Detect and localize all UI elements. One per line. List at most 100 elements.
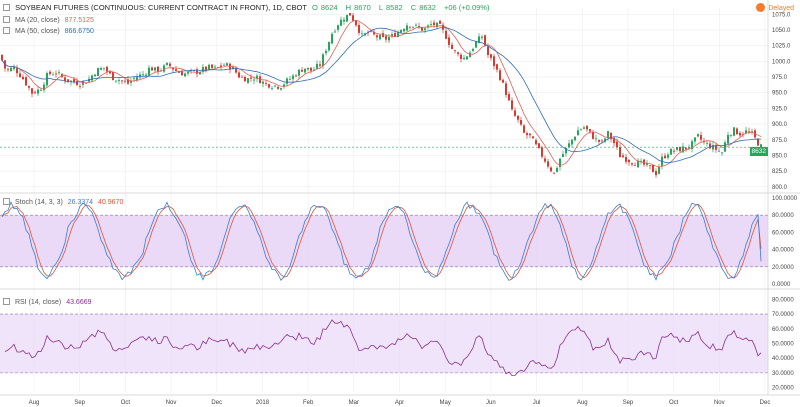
candle-body bbox=[124, 80, 126, 82]
candle-body bbox=[298, 69, 300, 76]
candle-body bbox=[295, 75, 297, 77]
rsi-legend[interactable]: RSI (14, close) 43.6669 bbox=[3, 298, 95, 307]
candle-body bbox=[310, 67, 312, 71]
price-tick-label: 800.0 bbox=[772, 185, 788, 191]
candle-body bbox=[370, 31, 372, 33]
candle-body bbox=[616, 141, 618, 148]
rsi-value: 43.6669 bbox=[66, 299, 92, 306]
candle-body bbox=[451, 44, 453, 49]
candle-body bbox=[271, 87, 273, 89]
candle-body bbox=[358, 24, 360, 33]
ma50-value: 866.6750 bbox=[64, 28, 94, 35]
ohlc-close: C 8632 bbox=[410, 3, 436, 12]
candle-body bbox=[76, 81, 78, 85]
candle-body bbox=[79, 86, 81, 88]
candle-body bbox=[664, 155, 666, 159]
candle-body bbox=[70, 80, 72, 82]
candle-body bbox=[268, 84, 270, 88]
x-tick-label: Apr bbox=[395, 400, 404, 406]
candle-body bbox=[688, 147, 690, 149]
candle-body bbox=[610, 132, 612, 140]
stoch-pane bbox=[0, 201, 768, 282]
candle-body bbox=[115, 80, 117, 82]
rsi-tick-label: 60.0000 bbox=[772, 327, 794, 333]
candle-body bbox=[523, 125, 525, 133]
candle-body bbox=[439, 20, 441, 24]
stoch-tick-label: 20.0000 bbox=[772, 265, 794, 271]
candle-body bbox=[445, 30, 447, 39]
rsi-tick-label: 70.0000 bbox=[772, 312, 794, 318]
candle-body bbox=[544, 158, 546, 162]
candle-body bbox=[157, 66, 159, 73]
delayed-badge[interactable]: Delayed bbox=[756, 3, 794, 12]
visibility-toggle-icon[interactable] bbox=[3, 4, 10, 11]
candle-body bbox=[487, 46, 489, 56]
candle-body bbox=[352, 15, 354, 21]
rsi-tick-label: 40.0000 bbox=[772, 356, 794, 362]
candle-body bbox=[595, 138, 597, 140]
rsi-tick-label: 20.0000 bbox=[772, 386, 794, 392]
stoch-k-value: 26.3374 bbox=[67, 199, 94, 206]
candle-body bbox=[646, 163, 648, 165]
stoch-legend[interactable]: Stoch (14, 3, 3) 26.3374 40.9670 bbox=[3, 198, 126, 207]
candle-body bbox=[241, 76, 243, 78]
x-tick-label: Sep bbox=[623, 400, 634, 406]
candle-body bbox=[379, 34, 381, 40]
candle-body bbox=[256, 75, 258, 79]
visibility-toggle-icon[interactable] bbox=[3, 16, 10, 23]
candle-body bbox=[475, 41, 477, 48]
stoch-tick-label: 0.0000 bbox=[772, 282, 791, 288]
rsi-pane bbox=[0, 313, 768, 377]
candle-body bbox=[730, 134, 732, 136]
price-tick-label: 850.0 bbox=[772, 153, 788, 159]
rsi-tick-label: 80.0000 bbox=[772, 297, 794, 303]
candle-body bbox=[247, 78, 249, 83]
candle-body bbox=[574, 136, 576, 141]
candle-body bbox=[508, 94, 510, 101]
candle-body bbox=[541, 147, 543, 157]
x-tick-label: Jul bbox=[533, 400, 541, 406]
candle-body bbox=[196, 69, 198, 74]
candle-body bbox=[415, 24, 417, 26]
candle-body bbox=[340, 19, 342, 26]
candle-body bbox=[289, 78, 291, 80]
candle-body bbox=[673, 150, 675, 152]
candle-body bbox=[409, 26, 411, 28]
candle-body bbox=[43, 84, 45, 91]
visibility-toggle-icon[interactable] bbox=[3, 298, 10, 305]
candle-body bbox=[181, 71, 183, 76]
candle-body bbox=[637, 160, 639, 168]
price-tick-label: 975.0 bbox=[772, 75, 788, 81]
candle-body bbox=[106, 66, 108, 72]
x-tick-label: Mar bbox=[349, 400, 359, 406]
candle-body bbox=[22, 76, 24, 80]
candle-body bbox=[121, 80, 123, 82]
candle-body bbox=[277, 86, 279, 89]
candle-body bbox=[682, 146, 684, 153]
candle-body bbox=[127, 79, 129, 84]
candle-body bbox=[94, 74, 96, 77]
x-tick-label: Aug bbox=[29, 400, 40, 406]
candle-body bbox=[235, 68, 237, 73]
candle-body bbox=[622, 155, 624, 158]
candle-body bbox=[85, 82, 87, 84]
ma20-legend[interactable]: MA (20, close) 877.5125 bbox=[3, 16, 97, 25]
candle-body bbox=[385, 36, 387, 40]
candle-body bbox=[100, 68, 102, 70]
ma50-legend[interactable]: MA (50, close) 866.6750 bbox=[3, 27, 97, 36]
candle-body bbox=[361, 33, 363, 35]
candle-body bbox=[706, 143, 708, 144]
visibility-toggle-icon[interactable] bbox=[3, 27, 10, 34]
candle-body bbox=[7, 68, 9, 70]
rsi-tick-label: 50.0000 bbox=[772, 341, 794, 347]
candle-body bbox=[496, 64, 498, 70]
candle-body bbox=[643, 159, 645, 165]
candle-body bbox=[739, 133, 741, 136]
stoch-tick-label: 40.0000 bbox=[772, 248, 794, 254]
candle-body bbox=[244, 77, 246, 82]
visibility-toggle-icon[interactable] bbox=[3, 198, 10, 205]
stoch-k-line bbox=[1, 201, 762, 282]
candle-body bbox=[202, 66, 204, 72]
stoch-d-line bbox=[1, 203, 762, 279]
